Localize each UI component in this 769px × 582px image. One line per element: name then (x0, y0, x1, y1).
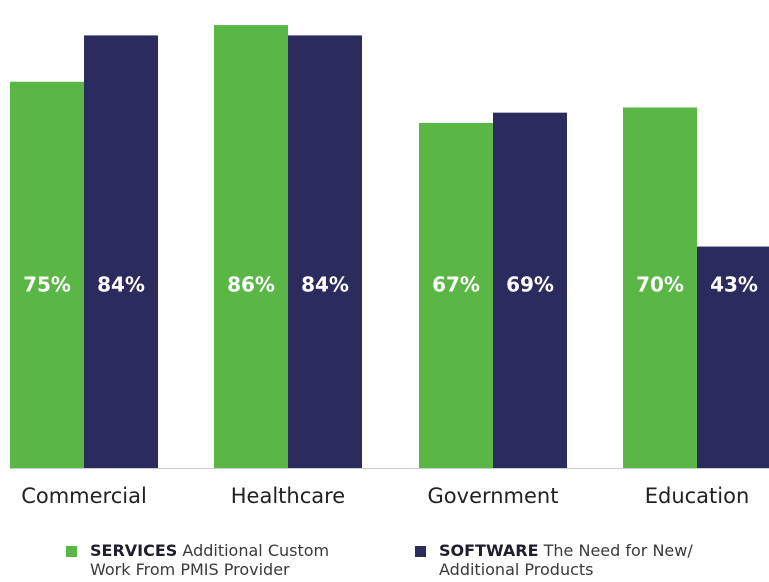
legend-item-software: SOFTWARE The Need for New/ Additional Pr… (415, 541, 755, 579)
legend-swatch-software (415, 546, 426, 557)
bar-value-label-services-education: 70% (636, 273, 684, 297)
bar-value-label-software-education: 43% (710, 273, 758, 297)
legend-software-line1: The Need for New/ (543, 541, 693, 560)
bar-value-label-services-healthcare: 86% (227, 273, 275, 297)
bar-services-education (623, 107, 697, 468)
bar-services-government (419, 122, 493, 468)
legend-software-line2: Additional Products (439, 560, 594, 579)
bar-value-label-services-government: 67% (432, 273, 480, 297)
chart-legend: SERVICES Additional Custom Work From PMI… (0, 541, 769, 582)
category-label-education: Education (645, 484, 750, 508)
bar-services-commercial (10, 81, 84, 468)
bar-software-commercial (84, 35, 158, 469)
legend-swatch-services (66, 546, 77, 557)
legend-services-line2: Work From PMIS Provider (90, 560, 290, 579)
legend-services-title: SERVICES (90, 541, 178, 560)
bar-value-label-software-government: 69% (506, 273, 554, 297)
legend-software-title: SOFTWARE (439, 541, 539, 560)
bar-services-healthcare (214, 25, 288, 468)
bar-value-label-services-commercial: 75% (23, 273, 71, 297)
category-label-government: Government (428, 484, 559, 508)
bar-software-education (697, 246, 769, 468)
bar-value-label-software-commercial: 84% (97, 273, 145, 297)
category-label-commercial: Commercial (21, 484, 147, 508)
bar-chart: 75% 84% Commercial 86% 84% Healthcare 67% 69% Go… (10, 25, 769, 508)
bar-software-government (493, 112, 567, 469)
legend-services-line1: Additional Custom (182, 541, 330, 560)
legend-item-services: SERVICES Additional Custom Work From PMI… (66, 541, 366, 579)
category-label-healthcare: Healthcare (231, 484, 345, 508)
legend-text-software: SOFTWARE The Need for New/ Additional Pr… (439, 541, 693, 579)
bar-value-label-software-healthcare: 84% (301, 273, 349, 297)
legend-text-services: SERVICES Additional Custom Work From PMI… (90, 541, 329, 579)
bar-software-healthcare (288, 35, 362, 469)
